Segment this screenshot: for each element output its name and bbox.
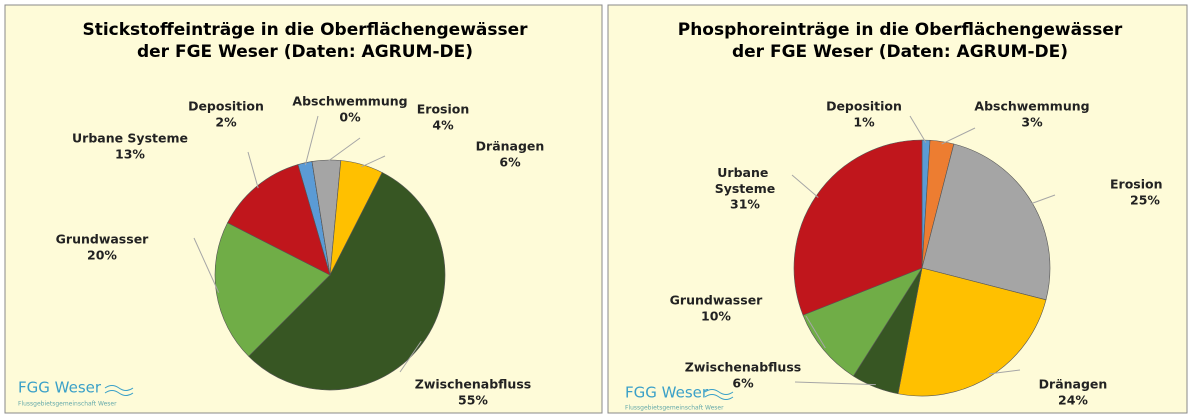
logo-subtitle: Flussgebietsgemeinschaft Weser bbox=[625, 405, 724, 412]
leader-line bbox=[361, 155, 386, 168]
slice-label: Erosion bbox=[417, 102, 470, 117]
leader-line bbox=[1029, 194, 1056, 205]
logo-subtitle: Flussgebietsgemeinschaft Weser bbox=[18, 401, 117, 408]
slice-label: Zwischenabfluss bbox=[415, 377, 531, 392]
slice-value-label: 0% bbox=[339, 110, 361, 125]
slice-value-label: 13% bbox=[115, 147, 145, 162]
leader-line bbox=[794, 381, 876, 386]
slice-value-label: 20% bbox=[87, 248, 117, 263]
chart-title: der FGE Weser (Daten: AGRUM-DE) bbox=[732, 42, 1068, 62]
chart-title: Stickstoffeinträge in die Oberflächengew… bbox=[82, 20, 528, 40]
slice-value-label: 4% bbox=[432, 118, 454, 133]
logo-name: FGG Weser bbox=[18, 379, 102, 397]
slice-label: Grundwasser bbox=[56, 232, 150, 247]
slice-value-label: 6% bbox=[499, 155, 521, 170]
slice-label: Abschwemmung bbox=[974, 99, 1089, 114]
leader-line bbox=[791, 174, 819, 198]
logo-name: FGG Weser bbox=[625, 384, 709, 402]
leader-line bbox=[247, 151, 259, 189]
pie-slice bbox=[214, 222, 331, 357]
slice-label: Zwischenabfluss bbox=[685, 360, 801, 375]
slice-label: Grundwasser bbox=[670, 293, 764, 308]
logo-wave bbox=[104, 385, 134, 396]
slice-label: Urbane Systeme bbox=[72, 131, 188, 146]
slice-value-label: 1% bbox=[853, 115, 875, 130]
leader-line bbox=[941, 127, 976, 145]
chart-title: Phosphoreinträge in die Oberflächengewäs… bbox=[678, 20, 1123, 40]
slice-value-label: 2% bbox=[215, 115, 237, 130]
slice-label: Abschwemmung bbox=[292, 94, 407, 109]
chart-title: der FGE Weser (Daten: AGRUM-DE) bbox=[137, 42, 473, 62]
pie-slice bbox=[248, 172, 446, 391]
logo-wave bbox=[704, 389, 734, 400]
leader-line bbox=[805, 315, 826, 349]
leader-line bbox=[399, 340, 422, 373]
pie-slice bbox=[802, 267, 923, 377]
slice-value-label: 10% bbox=[701, 309, 731, 324]
slice-value-label: 24% bbox=[1058, 393, 1088, 408]
leader-line bbox=[326, 137, 361, 163]
pie-slice bbox=[227, 164, 331, 276]
slice-value-label: 25% bbox=[1130, 193, 1160, 208]
slice-value-label: 3% bbox=[1021, 115, 1043, 130]
slice-value-label: 55% bbox=[458, 393, 488, 408]
leader-line bbox=[989, 369, 1021, 375]
slice-label: Dränagen bbox=[1039, 377, 1108, 392]
leader-line bbox=[909, 115, 927, 143]
slice-label: Deposition bbox=[826, 99, 902, 114]
slice-label: Deposition bbox=[188, 99, 264, 114]
leader-line bbox=[304, 115, 319, 166]
slice-label: Urbane Systeme bbox=[715, 165, 776, 196]
slice-label: Dränagen bbox=[476, 139, 545, 154]
leader-line bbox=[193, 237, 220, 293]
slice-value-label: 6% bbox=[732, 376, 754, 391]
slice-value-label: 31% bbox=[730, 197, 760, 212]
slice-label: Erosion bbox=[1110, 177, 1163, 192]
pie-slice bbox=[897, 267, 1047, 397]
